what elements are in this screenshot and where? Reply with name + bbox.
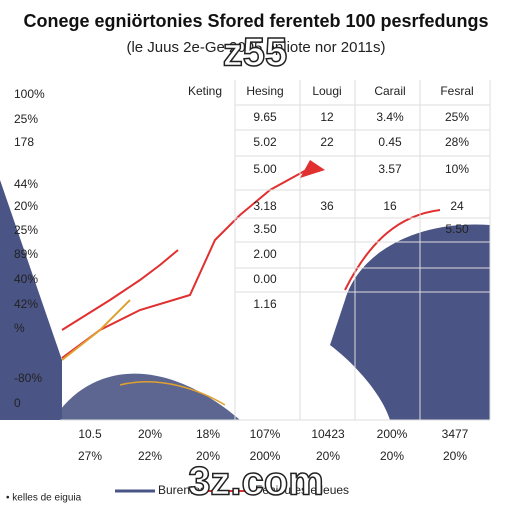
table-cell: 3.4% (376, 110, 404, 124)
table-cell: 5.02 (253, 135, 277, 149)
table-cell: 1.16 (253, 297, 277, 311)
title: Conege egniörtonies Sfored ferenteb 100 … (23, 11, 488, 31)
red-line-a (61, 249, 179, 331)
right-shape (330, 224, 490, 420)
left-label: 40% (14, 272, 38, 286)
bottom-cell: 10.5 (78, 427, 102, 441)
bottom-cell: 20% (380, 449, 404, 463)
bottom-cell: 27% (78, 449, 102, 463)
left-label: 100% (14, 87, 45, 101)
left-label: 178 (14, 135, 34, 149)
bottom-cell: 10423 (311, 427, 345, 441)
footnote: • kelles de eiguia (6, 493, 82, 504)
table-cell: 2.00 (253, 247, 277, 261)
red-arrow (300, 160, 325, 178)
bottom-cell: 200% (250, 449, 281, 463)
red-arc (344, 209, 441, 291)
left-label: % (14, 321, 25, 335)
grid (60, 80, 491, 421)
left-label: 25% (14, 223, 38, 237)
left-label: -80% (14, 371, 42, 385)
left-shape (0, 180, 62, 420)
red-line-b (61, 167, 311, 359)
bottom-cell: 22% (138, 449, 162, 463)
bottom-cell: 107% (250, 427, 281, 441)
column-header: Fesral (440, 84, 473, 98)
left-label: 0 (14, 396, 21, 410)
table-cell: 12 (320, 110, 334, 124)
bottom-cell: 20% (138, 427, 162, 441)
bottom-cell: 3477 (442, 427, 469, 441)
table-cell: 5.50 (445, 222, 469, 236)
table-cell: 28% (445, 135, 469, 149)
left-label: 44% (14, 177, 38, 191)
table-cell: 24 (450, 199, 464, 213)
left-label: 25% (14, 112, 38, 126)
orange-line (61, 299, 131, 361)
left-label: 42% (14, 297, 38, 311)
orange-curve (119, 381, 226, 406)
left-label: 89% (14, 247, 38, 261)
watermark: 3z.com (188, 460, 324, 504)
table-cell: 0.00 (253, 272, 277, 286)
table-cell: 22 (320, 135, 334, 149)
subtitle: (le Juus 2e-Ge 2005 opliote nor 2011s) (126, 39, 385, 56)
left-label: 20% (14, 199, 38, 213)
column-header: Hesing (246, 84, 283, 98)
table-cell: 3.50 (253, 222, 277, 236)
bottom-cell: 20% (443, 449, 467, 463)
legend-label: Burentes (158, 483, 206, 497)
watermark: z55 (223, 31, 288, 75)
column-header: Carail (374, 84, 405, 98)
bottom-cell: 200% (377, 427, 408, 441)
bottom-cell: 20% (316, 449, 340, 463)
table-cell: 3.57 (378, 162, 402, 176)
column-header: Keting (188, 84, 222, 98)
column-header: Lougi (312, 84, 341, 98)
table-cell: 0.45 (378, 135, 402, 149)
table-cell: 36 (320, 199, 334, 213)
table-cell: 16 (383, 199, 397, 213)
bottom-cell: 18% (196, 427, 220, 441)
decorations (0, 160, 490, 420)
legend-label: Fenicutes e leues (255, 483, 349, 497)
bottom-cell: 20% (196, 449, 220, 463)
table-cell: 3.18 (253, 199, 277, 213)
table-cell: 9.65 (253, 110, 277, 124)
table-cell: 5.00 (253, 162, 277, 176)
bottom-shape (60, 373, 240, 420)
table-cell: 10% (445, 162, 469, 176)
table-cell: 25% (445, 110, 469, 124)
